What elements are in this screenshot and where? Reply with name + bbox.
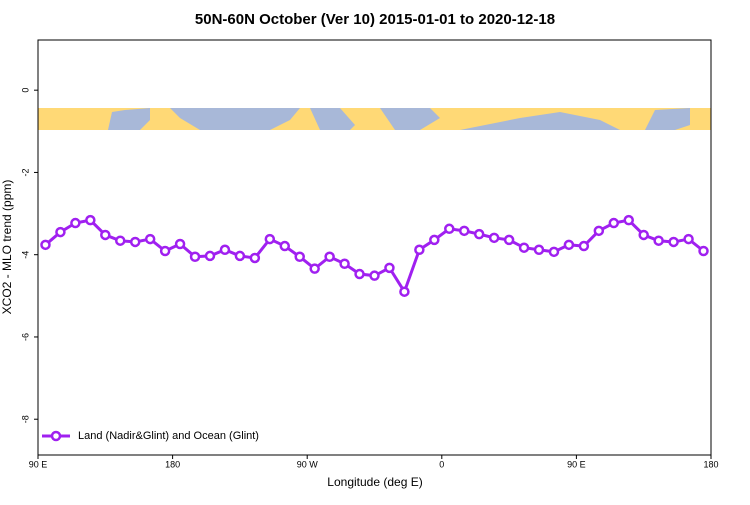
x-tick-label: 90 E: [29, 459, 48, 469]
data-point: [309, 263, 320, 274]
data-point: [444, 223, 455, 235]
data-point: [294, 251, 305, 263]
data-point: [264, 233, 276, 245]
data-point: [369, 270, 380, 281]
x-tick-label: 90 W: [297, 459, 319, 469]
map-strip: [38, 108, 711, 130]
data-point: [234, 250, 246, 262]
y-axis-label: XCO2 - MLO trend (ppm): [0, 180, 14, 315]
data-point: [414, 244, 425, 256]
data-point: [563, 239, 575, 251]
x-axis-label: Longitude (deg E): [327, 475, 422, 489]
plot-frame: [37, 39, 712, 456]
x-tick-label: 90 E: [567, 459, 586, 469]
data-point: [279, 240, 291, 252]
data-point: [144, 233, 156, 245]
y-tick-label: 0: [20, 88, 30, 93]
data-point: [578, 240, 590, 252]
data-point: [85, 214, 96, 226]
data-point: [324, 251, 335, 263]
data-point: [638, 229, 649, 241]
legend-label: Land (Nadir&Glint) and Ocean (Glint): [78, 430, 259, 442]
data-point: [159, 245, 171, 257]
data-point: [503, 234, 515, 246]
data-point: [623, 214, 634, 226]
data-point: [189, 251, 201, 263]
x-tick-label: 0: [439, 459, 444, 469]
y-tick-label: -6: [20, 333, 30, 341]
data-point: [548, 246, 560, 258]
data-point: [399, 286, 410, 297]
data-point: [115, 235, 126, 246]
data-point: [488, 232, 500, 244]
data-point: [683, 233, 694, 245]
data-point: [384, 262, 395, 274]
data-point: [339, 258, 350, 269]
chart-title: 50N-60N October (Ver 10) 2015-01-01 to 2…: [195, 11, 555, 28]
x-tick-label: 180: [165, 459, 180, 469]
data-point: [174, 238, 186, 250]
y-tick-label: -4: [20, 251, 30, 259]
data-point: [354, 268, 365, 280]
data-point: [518, 242, 530, 253]
data-point: [249, 252, 261, 264]
data-point: [698, 245, 709, 257]
data-point: [533, 244, 545, 256]
data-point: [204, 250, 216, 262]
data-point: [668, 236, 679, 248]
data-point: [458, 225, 470, 237]
data-point: [608, 217, 620, 229]
data-point: [55, 226, 66, 238]
data-point: [70, 217, 81, 229]
data-point: [653, 235, 664, 246]
data-line: [44, 218, 705, 296]
y-tick-label: -8: [20, 415, 30, 423]
data-point: [473, 228, 485, 240]
x-tick-label: 180: [703, 459, 718, 469]
data-point: [100, 229, 111, 241]
data-point: [593, 225, 605, 237]
data-point: [40, 239, 51, 251]
data-point: [129, 236, 141, 248]
data-point: [219, 244, 231, 256]
data-point: [429, 234, 440, 246]
y-tick-label: -2: [20, 168, 30, 176]
legend-swatch-marker: [50, 430, 62, 442]
